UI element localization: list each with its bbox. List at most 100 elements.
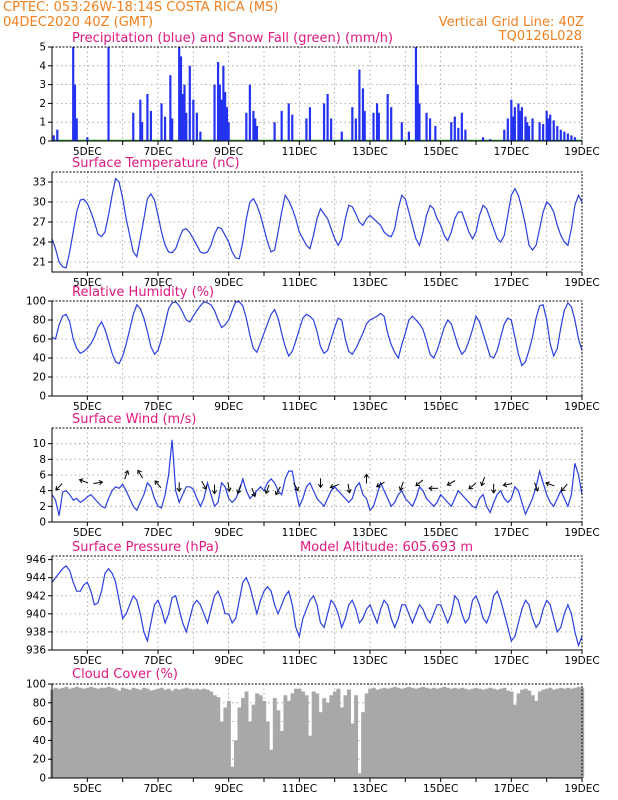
- cloud-cover-bar: [53, 687, 58, 778]
- humidity-panel-title: Relative Humidity (%): [72, 285, 214, 300]
- wind-direction-arrow: [375, 481, 385, 488]
- wind-direction-arrow: [398, 481, 404, 492]
- precip-bar: [169, 75, 172, 141]
- x-day-label: 5DEC: [73, 527, 102, 539]
- cloud-cover-bar: [548, 687, 553, 778]
- cloud-cover-bar: [142, 687, 147, 778]
- precip-bar: [428, 118, 432, 141]
- precip-bar: [434, 125, 437, 141]
- precip-bar: [354, 118, 357, 141]
- cloud-cover-bar: [195, 688, 200, 778]
- precip-bar: [132, 112, 135, 141]
- cloud-cover-bar: [576, 686, 581, 778]
- precip-bar: [245, 112, 248, 141]
- precip-bar: [192, 99, 195, 141]
- cloud-cover-bar: [99, 687, 104, 778]
- y-tick-label: 27: [33, 217, 46, 229]
- x-day-label: 9DEC: [214, 527, 243, 539]
- precip-bar: [185, 112, 188, 141]
- pressure-frame: [51, 555, 583, 651]
- precip-bar: [107, 47, 110, 141]
- cloud-cover-bar: [332, 691, 337, 778]
- precip-bar: [517, 103, 520, 141]
- precip-bar: [160, 103, 163, 141]
- x-day-label: 5DEC: [73, 401, 102, 413]
- cloud-cover-bar: [301, 691, 306, 778]
- x-day-label: 13DEC: [352, 783, 387, 795]
- y-tick-label: 33: [33, 177, 46, 189]
- cloud-cover-bar: [82, 688, 86, 778]
- precip-bar: [72, 47, 75, 141]
- cloud-cover-bar: [484, 688, 489, 778]
- cloud-cover-bar: [173, 688, 178, 778]
- cloud-cover-bar: [424, 687, 429, 778]
- wind-direction-arrow: [428, 485, 439, 491]
- x-day-label: 7DEC: [144, 783, 173, 795]
- cloud-cover-bar: [110, 687, 115, 778]
- precip-bar: [549, 114, 552, 141]
- precip-bar: [149, 110, 153, 141]
- cloud-cover-bar: [149, 690, 154, 778]
- cloud-cover-bar: [127, 689, 132, 778]
- cloud-cover-bar: [414, 688, 419, 778]
- x-day-label: 15DEC: [423, 527, 458, 539]
- y-tick-label: 20: [33, 372, 46, 384]
- cloud-cover-bar: [223, 707, 228, 778]
- x-day-label: 19DEC: [564, 401, 599, 413]
- cloud-cover-bar: [241, 698, 245, 778]
- cloud-cover-bar: [509, 691, 514, 778]
- cloud-cover-bar: [537, 691, 542, 778]
- precip-bar: [418, 103, 421, 141]
- x-day-label: 11DEC: [282, 527, 317, 539]
- x-day-label: 17DEC: [494, 401, 529, 413]
- cloud-cover-bar: [569, 688, 574, 778]
- wind-direction-arrow: [293, 482, 299, 492]
- precip-bar: [464, 129, 467, 141]
- y-tick-label: 0: [39, 391, 46, 403]
- cloud-cover-bar: [520, 689, 525, 778]
- wind-direction-arrow: [93, 479, 104, 486]
- precip-bar: [513, 107, 516, 141]
- x-day-label: 11DEC: [282, 401, 317, 413]
- cloud-cover-bar: [124, 688, 129, 778]
- cloud-cover-bar: [255, 693, 260, 778]
- temperature-panel: 21 24 27 30 33 5DEC 7DEC 9DEC 11DEC 13DEC 15DEC 17D…: [33, 171, 600, 289]
- cloud-cover-bar: [343, 695, 348, 778]
- wind-direction-arrow: [560, 483, 568, 492]
- cloud-cover-bar: [283, 695, 288, 778]
- y-tick-label: 5: [39, 42, 46, 54]
- cloud-cover-bar: [329, 695, 334, 778]
- wind-direction-arrow: [545, 481, 555, 487]
- wind-direction-arrow: [211, 484, 218, 495]
- cloud-cover-bar: [347, 689, 351, 778]
- precip-bar: [218, 84, 221, 141]
- x-day-label: 17DEC: [494, 783, 529, 795]
- x-day-label: 5DEC: [73, 783, 102, 795]
- precip-bar: [563, 131, 566, 141]
- cloud-cover-bar: [566, 687, 571, 778]
- precip-bar: [273, 122, 276, 141]
- precip-bar: [195, 112, 198, 141]
- humidity-panel: 0 20 40 60 80 100 5DEC 7DEC 9DEC 11DEC 13DEC 15DEC 1…: [26, 296, 600, 414]
- cloud-cover-bar: [60, 687, 65, 778]
- x-day-label: 19DEC: [564, 783, 599, 795]
- precip-bar: [547, 118, 550, 141]
- wind-direction-arrow: [491, 483, 497, 494]
- cloud-cover-bar: [191, 689, 196, 778]
- precip-bar: [363, 110, 366, 141]
- cloud-cover-bar: [428, 688, 433, 778]
- y-tick-label: 60: [33, 334, 46, 346]
- cloud-cover-bar: [385, 688, 390, 778]
- precip-bar: [330, 118, 333, 141]
- precip-bar: [52, 135, 55, 141]
- x-day-label: 19DEC: [564, 655, 599, 667]
- wind-direction-arrow: [415, 479, 424, 487]
- precip-bar: [377, 112, 380, 141]
- cloud-cover-bar: [230, 766, 235, 778]
- precip-bar: [252, 110, 255, 141]
- y-tick-label: 944: [26, 572, 46, 584]
- cloud-cover-bar: [392, 686, 397, 778]
- cloud-cover-bar: [202, 688, 207, 778]
- cloud-cover-bar: [233, 740, 238, 778]
- cloud-cover-bar: [269, 749, 274, 778]
